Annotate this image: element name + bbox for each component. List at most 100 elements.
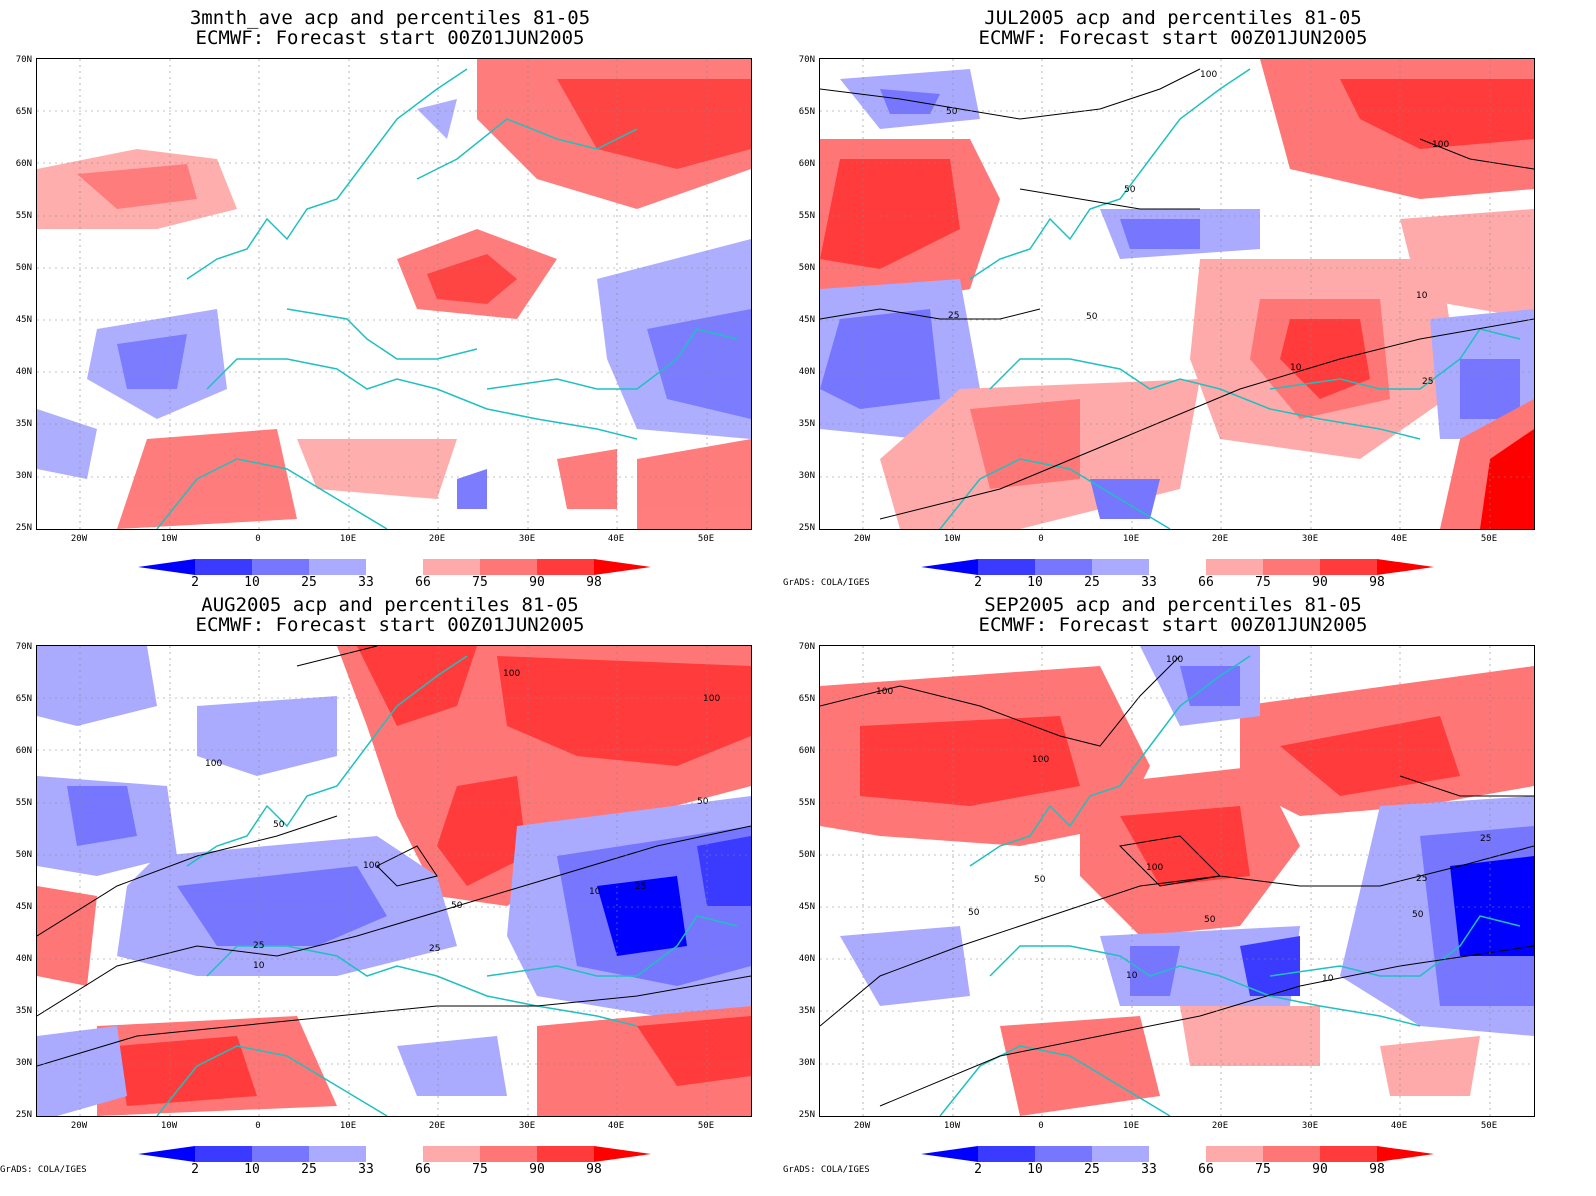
lon-label: 20E — [1211, 1121, 1229, 1131]
svg-text:50: 50 — [968, 908, 980, 918]
panel-3month: 3mnth_ave acp and percentiles 81-05 ECMW… — [0, 0, 780, 590]
colorbar-label: 98 — [1369, 1162, 1385, 1177]
colorbar-label: 25 — [301, 1162, 317, 1177]
colorbar — [138, 559, 651, 575]
lat-label: 30N — [798, 471, 815, 481]
lon-label: 50E — [697, 1121, 715, 1131]
map-area: 50 100 100 50 25 50 10 10 25 — [819, 58, 1535, 530]
lon-label: 30E — [1301, 534, 1319, 544]
colorbar-label: 98 — [1369, 575, 1385, 590]
colorbar-label: 2 — [191, 1162, 199, 1177]
panel-subtitle: ECMWF: Forecast start 00Z01JUN2005 — [195, 27, 585, 49]
colorbar-label: 66 — [1198, 1162, 1214, 1177]
svg-text:100: 100 — [1432, 140, 1449, 150]
colorbar-label: 98 — [586, 1162, 602, 1177]
map-area: 100 100 100 100 50 50 50 10 10 25 50 25 — [819, 645, 1535, 1117]
panel-title: SEP2005 acp and percentiles 81-05 — [984, 594, 1362, 616]
lat-label: 45N — [15, 902, 32, 912]
lon-label: 20E — [428, 534, 446, 544]
lat-label: 50N — [798, 263, 815, 273]
lat-label: 35N — [798, 1006, 815, 1016]
colorbar-label: 90 — [529, 1162, 545, 1177]
svg-text:25: 25 — [429, 944, 440, 954]
lon-label: 20W — [70, 534, 88, 544]
lat-label: 40N — [15, 367, 32, 377]
colorbar-label: 75 — [472, 1162, 488, 1177]
lon-label: 10W — [943, 1121, 961, 1131]
lat-label: 50N — [15, 850, 32, 860]
colorbar-label: 10 — [1027, 575, 1043, 590]
lat-label: 55N — [798, 798, 815, 808]
lon-label: 10E — [339, 1121, 357, 1131]
svg-text:50: 50 — [1086, 312, 1098, 322]
lon-label: 30E — [1301, 1121, 1319, 1131]
svg-text:100: 100 — [1166, 655, 1183, 665]
svg-text:10: 10 — [1322, 974, 1334, 984]
lon-label: 50E — [697, 534, 715, 544]
lon-label: 0 — [1038, 534, 1044, 544]
colorbar-label: 90 — [1312, 575, 1328, 590]
colorbar-label: 75 — [472, 575, 488, 590]
colorbar-label: 75 — [1255, 575, 1271, 590]
lat-label: 30N — [15, 471, 32, 481]
lon-label: 10W — [160, 534, 178, 544]
panel-title: JUL2005 acp and percentiles 81-05 — [984, 7, 1362, 29]
colorbar-label: 66 — [1198, 575, 1214, 590]
lat-label: 55N — [798, 211, 815, 221]
map-area: 100 100 100 50 100 50 25 10 25 10 25 50 — [36, 645, 752, 1117]
colorbar-label: 10 — [244, 1162, 260, 1177]
svg-text:25: 25 — [1416, 874, 1427, 884]
lat-label: 60N — [798, 746, 815, 756]
svg-text:10: 10 — [589, 887, 601, 897]
lon-label: 10W — [943, 534, 961, 544]
lon-label: 40E — [1390, 534, 1408, 544]
lat-label: 40N — [798, 367, 815, 377]
lat-label: 65N — [15, 107, 32, 117]
credit-text: GrADS: COLA/IGES — [783, 578, 870, 588]
lat-label: 70N — [798, 55, 815, 65]
svg-text:100: 100 — [1200, 70, 1217, 80]
panel-jul2005: JUL2005 acp and percentiles 81-05 ECMWF:… — [783, 0, 1563, 590]
lon-label: 0 — [255, 1121, 261, 1131]
colorbar — [921, 1146, 1434, 1162]
lon-label: 30E — [518, 1121, 536, 1131]
lat-label: 65N — [798, 107, 815, 117]
colorbar-label: 25 — [301, 575, 317, 590]
lat-label: 25N — [798, 523, 815, 533]
colorbar-label: 90 — [1312, 1162, 1328, 1177]
colorbar — [138, 1146, 651, 1162]
lat-label: 25N — [798, 1110, 815, 1120]
lon-label: 10W — [160, 1121, 178, 1131]
lon-label: 20E — [1211, 534, 1229, 544]
svg-text:100: 100 — [1032, 755, 1049, 765]
lon-label: 10E — [1122, 1121, 1140, 1131]
lat-label: 45N — [15, 315, 32, 325]
colorbar-label: 75 — [1255, 1162, 1271, 1177]
panel-subtitle: ECMWF: Forecast start 00Z01JUN2005 — [195, 614, 585, 636]
lat-label: 35N — [15, 419, 32, 429]
anomaly-field: 50 100 100 50 25 50 10 10 25 — [820, 59, 1534, 529]
svg-text:10: 10 — [1416, 291, 1428, 301]
lon-label: 0 — [255, 534, 261, 544]
svg-text:100: 100 — [363, 861, 380, 871]
lon-label: 30E — [518, 534, 536, 544]
colorbar-label: 25 — [1084, 1162, 1100, 1177]
svg-text:10: 10 — [1290, 363, 1302, 373]
svg-text:50: 50 — [697, 797, 709, 807]
colorbar-label: 33 — [1141, 575, 1157, 590]
gridlines — [37, 59, 751, 529]
svg-text:100: 100 — [205, 759, 222, 769]
svg-text:50: 50 — [451, 901, 463, 911]
colorbar-label: 10 — [244, 575, 260, 590]
lat-label: 70N — [15, 642, 32, 652]
lon-label: 10E — [1122, 534, 1140, 544]
lat-label: 60N — [798, 159, 815, 169]
svg-text:100: 100 — [1146, 863, 1163, 873]
lon-label: 20W — [853, 1121, 871, 1131]
lon-label: 40E — [1390, 1121, 1408, 1131]
lat-label: 25N — [15, 1110, 32, 1120]
lon-label: 0 — [1038, 1121, 1044, 1131]
lon-label: 40E — [607, 534, 625, 544]
svg-text:25: 25 — [635, 882, 646, 892]
